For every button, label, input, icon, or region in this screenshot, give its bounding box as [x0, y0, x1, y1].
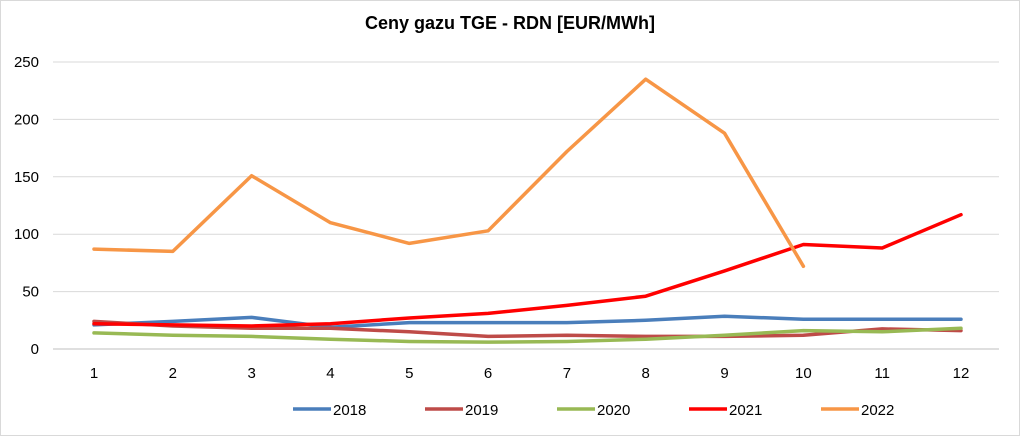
series-line-2022	[92, 77, 806, 269]
x-tick-label: 11	[874, 365, 890, 382]
x-tick-label: 9	[720, 365, 728, 382]
legend: 2018 2019 2020 2021 2022	[293, 402, 894, 419]
y-tick-label: 0	[31, 341, 39, 358]
x-tick-label: 3	[247, 365, 255, 382]
legend-item-2018: 2018	[293, 402, 366, 419]
y-tick-label: 100	[14, 226, 39, 243]
legend-label: 2021	[729, 402, 762, 419]
legend-item-2019: 2019	[425, 402, 498, 419]
x-tick-label: 5	[405, 365, 413, 382]
legend-label: 2019	[465, 402, 498, 419]
chart-title: Ceny gazu TGE - RDN [EUR/MWh]	[365, 13, 655, 33]
x-tick-label: 4	[326, 365, 334, 382]
x-tick-label: 2	[169, 365, 177, 382]
x-axis-ticks: 1 2 3 4 5 6 7 8 9 10 11 12	[90, 365, 970, 382]
x-tick-label: 1	[90, 365, 98, 382]
y-tick-label: 50	[22, 284, 39, 301]
legend-label: 2022	[861, 402, 894, 419]
legend-item-2021: 2021	[689, 402, 762, 419]
series-line-2019	[92, 319, 963, 339]
y-tick-label: 200	[14, 111, 39, 128]
legend-label: 2020	[597, 402, 630, 419]
series-line-2021	[92, 212, 963, 328]
gridlines	[53, 61, 999, 350]
series-lines	[92, 77, 963, 344]
x-tick-label: 7	[563, 365, 571, 382]
y-tick-label: 150	[14, 169, 39, 186]
x-tick-label: 10	[795, 365, 812, 382]
series-line-2020	[92, 326, 963, 344]
legend-item-2020: 2020	[557, 402, 630, 419]
series-line-2018	[92, 314, 963, 329]
x-tick-label: 6	[484, 365, 492, 382]
x-tick-label: 12	[953, 365, 970, 382]
legend-label: 2018	[333, 402, 366, 419]
y-axis-ticks: 0 50 100 150 200 250	[14, 54, 39, 358]
x-tick-label: 8	[642, 365, 650, 382]
y-tick-label: 250	[14, 54, 39, 71]
legend-item-2022: 2022	[821, 402, 894, 419]
